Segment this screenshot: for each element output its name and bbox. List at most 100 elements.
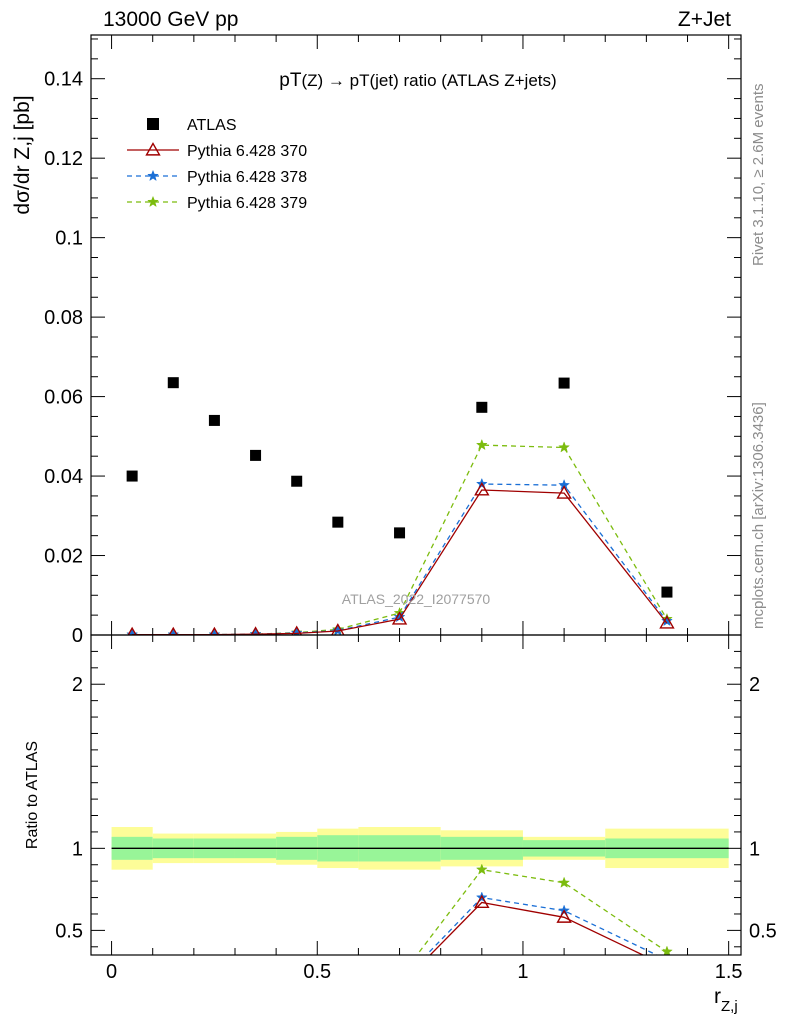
star-marker [475,863,488,875]
series-ratio-line [425,896,659,955]
ratio-tick-label-left: 0.5 [55,920,83,942]
x-tick-label: 1.5 [715,961,743,983]
star-marker [558,478,571,491]
axis-labels: 0 0.02 0.04 0.06 0.08 0.1 0.12 0.14 0.5 0.5 1 1 2 2 0 0… [11,69,777,1015]
ratio-uncertainty-bands [111,827,729,870]
star-marker [147,169,159,182]
triangle-marker [209,626,220,635]
triangle-marker [290,1004,303,1015]
triangle-marker [331,623,345,635]
atlas-data-point [476,401,488,413]
panel-frames [90,34,742,956]
triangle-marker [291,625,303,635]
ratio-y-axis-label: Ratio to ATLAS [24,741,41,849]
x-axis-label-r: r [714,985,721,1008]
y-tick-label: 0.04 [44,466,83,488]
star-marker [168,1007,178,1017]
mcplots-label: mcplots.cern.ch [arXiv:1306.3436] [750,402,767,629]
y-tick-label: 0.1 [55,228,83,250]
star-marker [475,438,488,451]
atlas-data-point [394,527,406,539]
atlas-data-point [332,516,344,528]
triangle-marker [556,909,572,923]
legend-label-atlas: ATLAS [187,117,237,134]
triangle-marker [660,960,673,971]
star-marker [558,876,571,888]
star-marker [558,441,571,453]
triangle-marker [391,611,408,625]
legend-label: Pythia 6.428 378 [187,169,307,186]
triangle-marker [168,626,179,635]
triangle-marker [556,485,572,499]
star-marker [291,1004,301,1014]
triangle-marker [331,1000,344,1011]
series-layer [126,377,675,1017]
star-marker [209,1007,219,1017]
series-ratio-2 [127,863,673,1017]
triangle-marker [145,142,161,156]
star-marker [333,999,343,1009]
series-main-1 [126,477,673,635]
y-axis-label: dσ/dr Z,j [pb] [11,95,34,214]
series-line [132,444,668,635]
star-marker [209,1007,219,1017]
ratio-tick-label-right: 1 [749,838,760,860]
triangle-marker [250,626,261,635]
y-tick-label: 0.14 [44,69,83,91]
series-ratio-0 [126,894,673,1017]
star-marker [127,1006,137,1016]
star-marker [168,1007,178,1017]
series-ratio-line [416,868,668,955]
plot-title: pT(Z) → pT(jet) ratio (ATLAS Z+jets) [279,70,556,91]
legend-marker-atlas [147,118,159,130]
analysis-watermark: ATLAS_2022_I2077570 [342,591,491,607]
star-marker [661,614,673,627]
ratio-tick-label-right: 0.5 [749,920,777,942]
atlas-data [126,377,673,598]
atlas-data-point [558,377,570,389]
ratio-panel-frame [90,634,742,956]
legend-label: Pythia 6.428 370 [187,143,307,160]
y-tick-label: 0.12 [44,148,83,170]
series-main-2 [126,438,673,635]
atlas-data-point [661,586,673,598]
legend: ATLAS Pythia 6.428 370 Pythia 6.428 378 Pyt… [127,117,307,212]
star-marker [666,953,668,955]
x-axis-label-sub: Z,j [721,998,738,1015]
axis-ticks [91,35,741,955]
plot-title-rest: (Z) → pT(jet) ratio (ATLAS Z+jets) [301,71,556,90]
ratio-tick-label-right: 2 [749,674,760,696]
triangle-marker [126,1005,139,1016]
header-right: Z+Jet [677,8,731,31]
triangle-marker [474,894,490,909]
star-marker [394,972,404,982]
plot-title-pt: pT [279,70,302,91]
x-tick-label: 1 [517,961,528,983]
star-marker [333,1000,343,1010]
x-tick-label: 0 [106,961,117,983]
ratio-tick-label-left: 1 [72,838,83,860]
triangle-marker [474,482,490,496]
y-tick-label: 0.06 [44,387,83,409]
triangle-marker [167,1006,180,1017]
atlas-data-point [208,414,220,426]
star-marker [250,1006,260,1016]
star-marker [127,1006,137,1016]
y-tick-label: 0.08 [44,307,83,329]
y-tick-label: 0 [72,625,83,647]
atlas-data-point [167,377,179,389]
triangle-marker [659,615,675,629]
star-marker [147,195,159,208]
legend-label: Pythia 6.428 379 [187,195,307,212]
star-marker [331,624,344,635]
atlas-data-point [291,475,303,487]
triangle-marker [127,626,137,635]
star-marker [250,1006,260,1016]
atlas-data-point [126,470,138,482]
triangle-marker [249,1005,262,1016]
x-tick-label: 0.5 [303,961,331,983]
series-ratio-line [429,901,645,955]
star-marker [394,977,404,987]
star-marker [291,1005,301,1015]
